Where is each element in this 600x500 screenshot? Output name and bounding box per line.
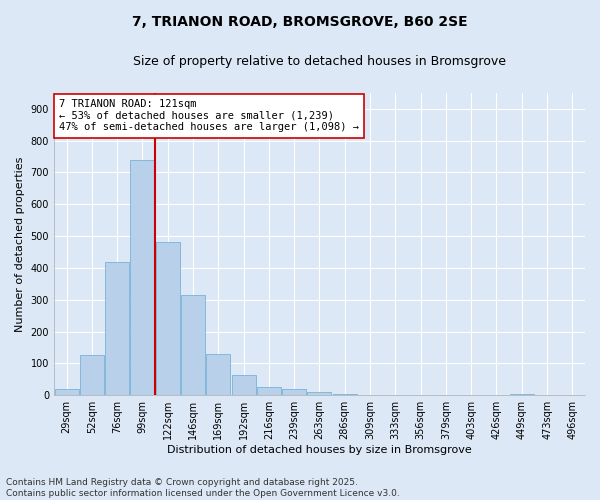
Bar — [307, 392, 331, 395]
Bar — [333, 394, 357, 395]
Bar — [156, 242, 180, 395]
Bar — [55, 389, 79, 395]
Bar — [282, 389, 306, 395]
Title: Size of property relative to detached houses in Bromsgrove: Size of property relative to detached ho… — [133, 55, 506, 68]
Bar — [232, 374, 256, 395]
Bar — [206, 354, 230, 395]
Bar — [80, 356, 104, 395]
Y-axis label: Number of detached properties: Number of detached properties — [15, 156, 25, 332]
Bar — [257, 387, 281, 395]
Bar — [130, 160, 154, 395]
X-axis label: Distribution of detached houses by size in Bromsgrove: Distribution of detached houses by size … — [167, 445, 472, 455]
Bar — [510, 394, 534, 395]
Text: 7 TRIANON ROAD: 121sqm
← 53% of detached houses are smaller (1,239)
47% of semi-: 7 TRIANON ROAD: 121sqm ← 53% of detached… — [59, 99, 359, 132]
Bar — [105, 262, 129, 395]
Text: Contains HM Land Registry data © Crown copyright and database right 2025.
Contai: Contains HM Land Registry data © Crown c… — [6, 478, 400, 498]
Text: 7, TRIANON ROAD, BROMSGROVE, B60 2SE: 7, TRIANON ROAD, BROMSGROVE, B60 2SE — [132, 15, 468, 29]
Bar — [181, 295, 205, 395]
